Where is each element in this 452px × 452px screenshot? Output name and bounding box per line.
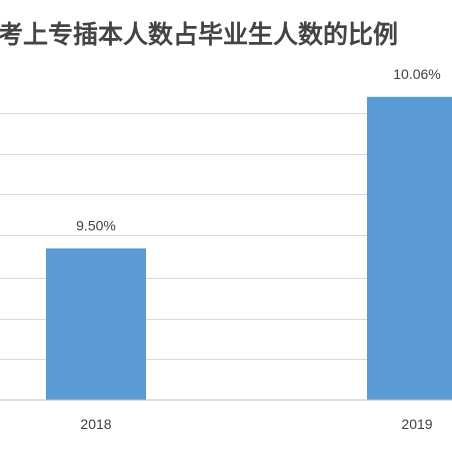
chart-title: 考上专插本人数占毕业生人数的比例: [0, 20, 398, 49]
data-label-2019: 10.06%: [393, 66, 440, 82]
data-labels: 9.50% 10.06%: [76, 66, 441, 234]
data-label-2018: 9.50%: [76, 217, 116, 233]
bars: [46, 96, 452, 401]
bar-2018: [46, 248, 146, 400]
x-tick-label-2019: 2019: [401, 416, 432, 432]
x-tick-label-2018: 2018: [80, 416, 111, 432]
bar-2019: [367, 96, 452, 401]
x-tick-labels: 2018 2019: [80, 416, 432, 432]
